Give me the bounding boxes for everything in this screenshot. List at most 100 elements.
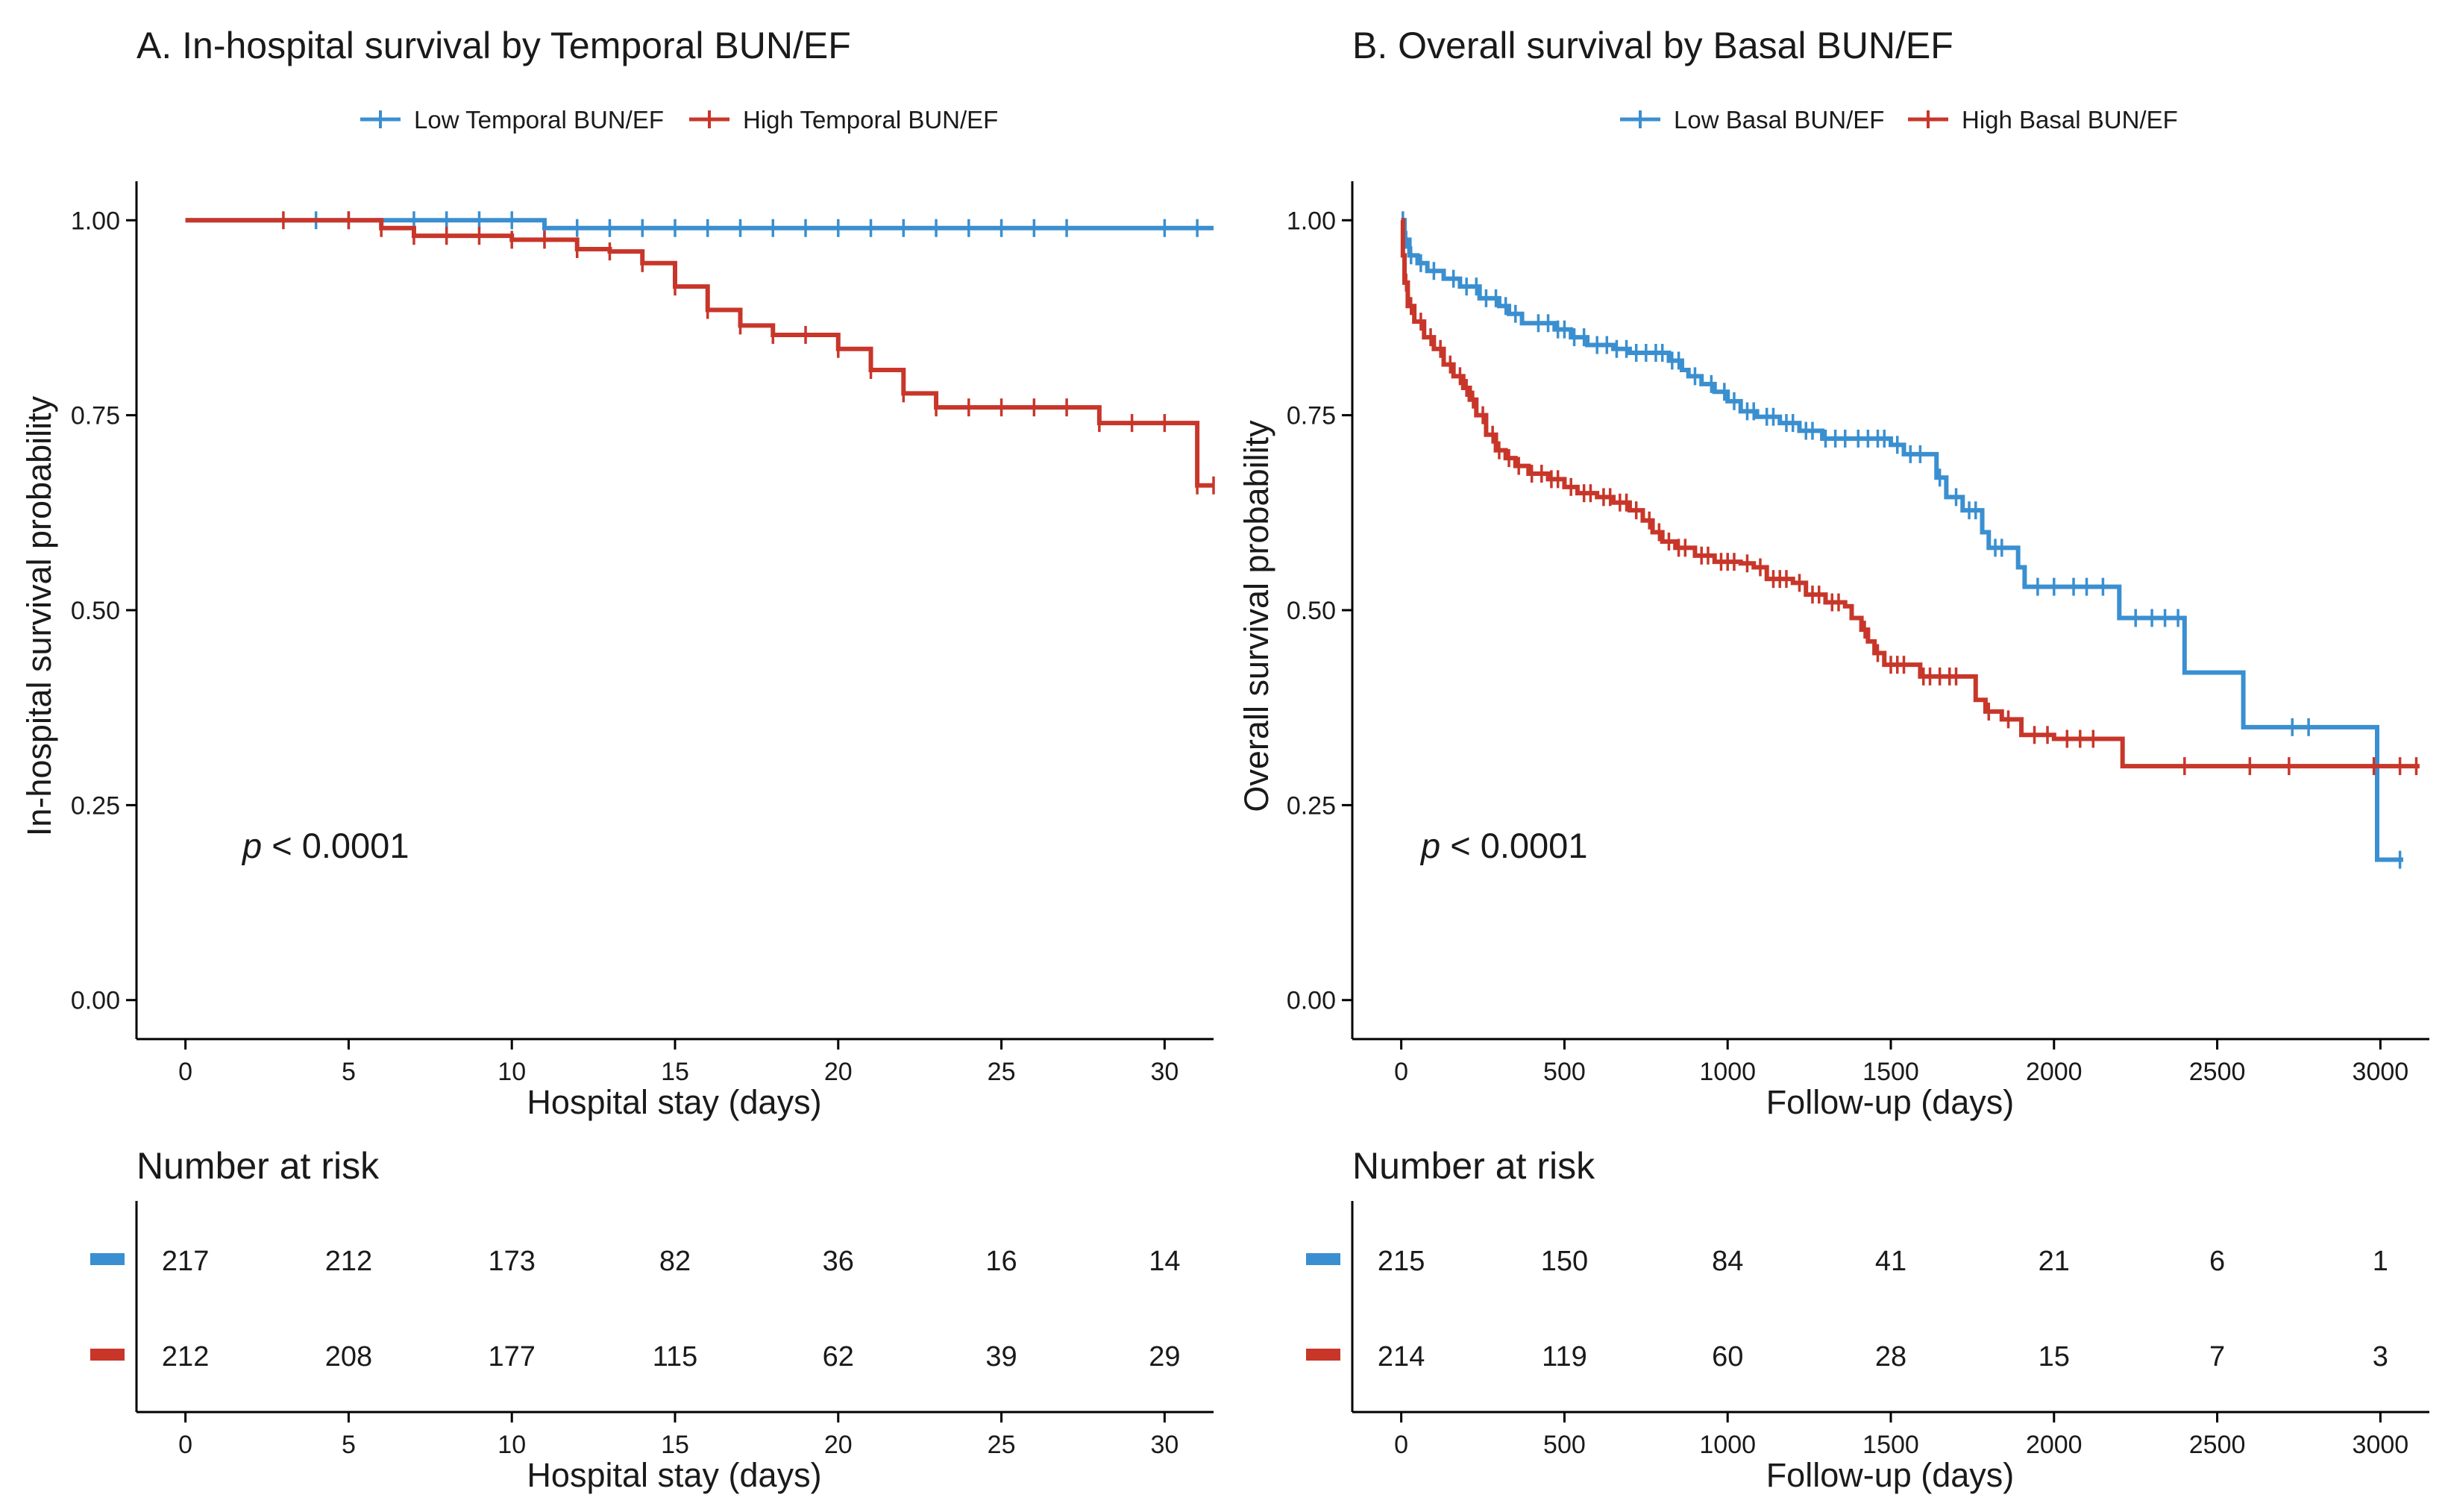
panel-b-xtick-label: 3000: [2353, 1058, 2409, 1086]
panel-b-xtick-label: 2500: [2189, 1058, 2246, 1086]
panel-b-xtick-label: 2000: [2026, 1058, 2083, 1086]
panel-a-xtick-label: 20: [824, 1058, 853, 1086]
panel-b-xlabel: Follow-up (days): [1766, 1083, 2015, 1121]
panel-a-risk-value: 36: [823, 1246, 854, 1277]
panel-a-ytick-label: 0.50: [71, 597, 120, 625]
panel-b-risk-value: 1: [2373, 1246, 2388, 1277]
panel-a-pvalue-p: p: [241, 826, 262, 865]
panel-a-risk-value: 115: [653, 1341, 698, 1373]
panel-a-risk-value: 39: [985, 1341, 1017, 1373]
panel-a-risk-xtick-label: 30: [1150, 1431, 1179, 1459]
panel-b-pvalue: p < 0.0001: [1419, 826, 1587, 865]
panel-b-risk-value: 60: [1712, 1341, 1743, 1373]
panel-b-series-high-curve: [1400, 218, 2420, 769]
panel-b-ytick-label: 0.75: [1287, 402, 1336, 430]
panel-b-ytick-label: 0.00: [1287, 987, 1336, 1015]
panel-b-risk-value: 3: [2373, 1341, 2388, 1373]
panel-a-xtick-label: 25: [988, 1058, 1016, 1086]
panel-b-ytick-label: 0.50: [1287, 597, 1336, 625]
panel-b-risk-value: 28: [1875, 1341, 1906, 1373]
panel-b-pvalue-text: < 0.0001: [1440, 826, 1587, 865]
panel-b-risk-xtick-label: 500: [1543, 1431, 1586, 1459]
panel-a-ytick-label: 0.75: [71, 402, 120, 430]
panel-a-risk-value: 29: [1149, 1341, 1180, 1373]
panel-a-risk-value: 177: [489, 1341, 536, 1373]
panel-b-risk-xtick-label: 2500: [2189, 1431, 2246, 1459]
panel-b-risk-value: 7: [2209, 1341, 2225, 1373]
panel-a-legend: Low Temporal BUN/EF High Temporal BUN/EF: [360, 106, 998, 134]
panel-a-risk-value: 212: [162, 1341, 209, 1373]
panel-b-xtick-label: 500: [1543, 1058, 1586, 1086]
panel-b-risk-value: 6: [2209, 1246, 2225, 1277]
panel-a-risk-value: 208: [325, 1341, 372, 1373]
panel-a-pvalue-text: < 0.0001: [262, 826, 409, 865]
panel-b-risk-xtick-label: 1000: [1699, 1431, 1756, 1459]
panel-a: A. In-hospital survival by Temporal BUN/…: [20, 25, 1215, 1494]
panel-b-legend-low-label: Low Basal BUN/EF: [1674, 106, 1884, 134]
panel-b-risk-value: 84: [1712, 1246, 1743, 1277]
panel-a-xtick-label: 10: [498, 1058, 526, 1086]
panel-a-risk-row-low-key: [90, 1253, 125, 1265]
panel-b-risk-xtick-label: 0: [1394, 1431, 1408, 1459]
panel-b-risk-xtick-label: 3000: [2353, 1431, 2409, 1459]
panel-a-legend-low-label: Low Temporal BUN/EF: [414, 106, 664, 134]
panel-b-legend-high-label: High Basal BUN/EF: [1962, 106, 2178, 134]
panel-a-risk-xtick-label: 5: [342, 1431, 356, 1459]
panel-a-plot: 0.00 0.25 0.50 0.75 1.00 0 5 10 15 20 25 30: [71, 181, 1215, 1086]
panel-b-xtick-label: 1500: [1862, 1058, 1919, 1086]
panel-b-risk-value: 119: [1542, 1341, 1587, 1373]
panel-b-risk-xtick-label: 2000: [2026, 1431, 2083, 1459]
panel-a-risk-xlabel: Hospital stay (days): [527, 1456, 821, 1494]
panel-a-xtick-label: 5: [342, 1058, 356, 1086]
panel-a-pvalue: p < 0.0001: [241, 826, 409, 865]
panel-a-risk-row-high-key: [90, 1349, 125, 1361]
panel-a-risk-value: 62: [823, 1341, 854, 1373]
panel-b-risk-value: 21: [2039, 1246, 2070, 1277]
panel-a-risk-xtick-label: 10: [498, 1431, 526, 1459]
panel-a-risk-value: 212: [325, 1246, 372, 1277]
panel-a-risk-xtick-label: 15: [661, 1431, 689, 1459]
panel-b: B. Overall survival by Basal BUN/EF Low …: [1237, 25, 2429, 1494]
panel-b-risk-xlabel: Follow-up (days): [1766, 1456, 2015, 1494]
panel-a-title: A. In-hospital survival by Temporal BUN/…: [136, 25, 851, 66]
panel-a-risk-value: 14: [1149, 1246, 1180, 1277]
panel-b-risk-value: 41: [1875, 1246, 1906, 1277]
panel-b-risk-value: 150: [1541, 1246, 1588, 1277]
panel-a-risk-xtick-label: 0: [178, 1431, 192, 1459]
panel-b-ylabel: Overall survival probability: [1237, 420, 1275, 812]
panel-b-risk-value: 214: [1378, 1341, 1425, 1373]
panel-a-xtick-label: 30: [1150, 1058, 1179, 1086]
panel-b-risk-table: 215 150 84 41 21 6 1 214 119 60 28 15 7 3 0 500 1000 1500…: [1306, 1201, 2429, 1459]
panel-a-ytick-label: 0.00: [71, 987, 120, 1015]
panel-b-pvalue-p: p: [1419, 826, 1440, 865]
panel-b-risk-title: Number at risk: [1352, 1145, 1595, 1187]
panel-a-legend-high-label: High Temporal BUN/EF: [743, 106, 998, 134]
panel-a-ytick-label: 0.25: [71, 791, 120, 820]
panel-b-plot: 0.00 0.25 0.50 0.75 1.00 0 500 1000 1500 2000 2500…: [1287, 181, 2429, 1086]
panel-b-risk-xtick-label: 1500: [1862, 1431, 1919, 1459]
panel-a-risk-value: 82: [659, 1246, 691, 1277]
panel-b-risk-row-low-key: [1306, 1253, 1340, 1265]
panel-b-xtick-label: 0: [1394, 1058, 1408, 1086]
panel-b-ytick-label: 1.00: [1287, 207, 1336, 235]
panel-a-xtick-label: 15: [661, 1058, 689, 1086]
panel-b-risk-value: 15: [2039, 1341, 2070, 1373]
panel-b-risk-value: 215: [1378, 1246, 1425, 1277]
panel-a-risk-table: 217 212 173 82 36 16 14 212 208 177 115 62 39 29 0 5 10 1…: [90, 1201, 1214, 1459]
panel-a-risk-title: Number at risk: [136, 1145, 380, 1187]
panel-a-risk-value: 173: [489, 1246, 536, 1277]
panel-b-ytick-label: 0.25: [1287, 791, 1336, 820]
panel-a-risk-xtick-label: 25: [988, 1431, 1016, 1459]
panel-a-risk-value: 16: [985, 1246, 1017, 1277]
panel-a-ytick-label: 1.00: [71, 207, 120, 235]
panel-a-risk-xtick-label: 20: [824, 1431, 853, 1459]
panel-b-risk-row-high-key: [1306, 1349, 1340, 1361]
panel-a-xlabel: Hospital stay (days): [527, 1083, 821, 1121]
panel-a-xtick-label: 0: [178, 1058, 192, 1086]
panel-b-legend: Low Basal BUN/EF High Basal BUN/EF: [1620, 106, 2178, 134]
panel-b-xtick-label: 1000: [1699, 1058, 1756, 1086]
panel-a-risk-value: 217: [162, 1246, 209, 1277]
panel-a-ylabel: In-hospital survival probability: [20, 395, 58, 836]
panel-b-title: B. Overall survival by Basal BUN/EF: [1352, 25, 1953, 66]
